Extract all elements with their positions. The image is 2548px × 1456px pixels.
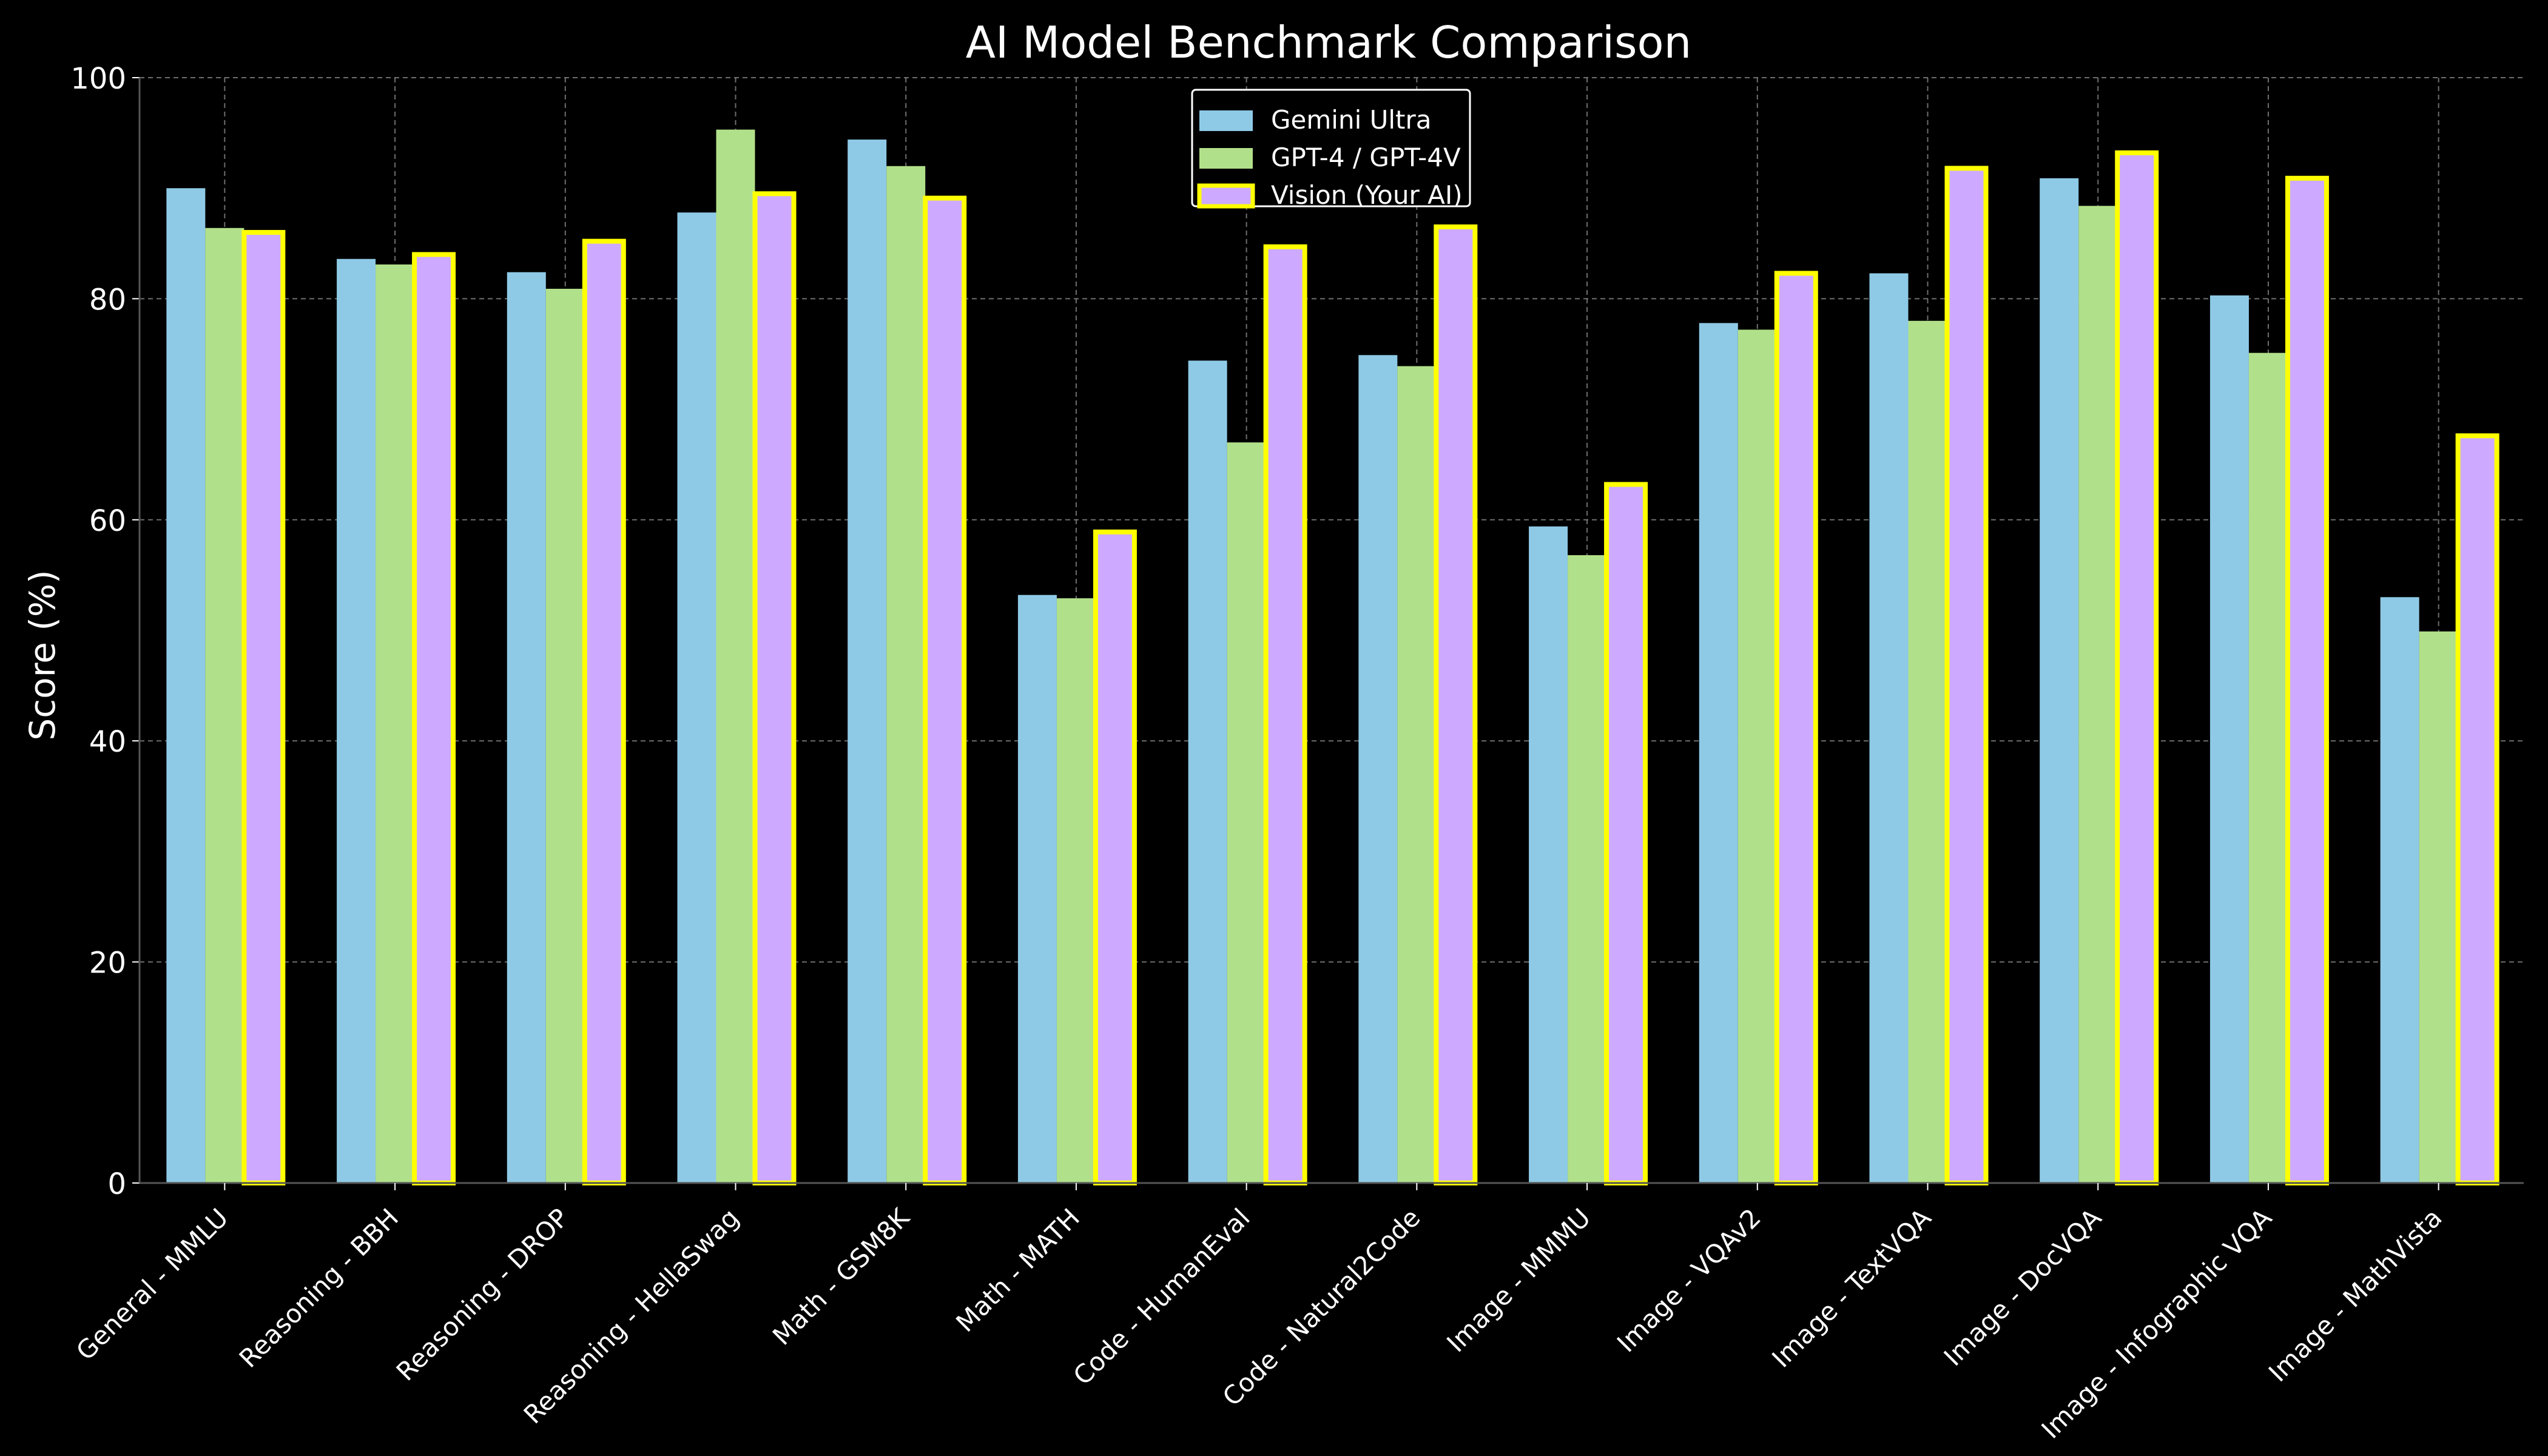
- x-tick-label-image-mathvista: Image - MathVista: [2263, 1202, 2448, 1387]
- bar-gpt-4-gpt-4v-math-math: [1056, 598, 1096, 1183]
- legend-label-vision-your-ai: Vision (Your AI): [1271, 180, 1463, 210]
- bar-vision-your-ai-image-mmmu: [1604, 482, 1648, 1185]
- bar-gemini-ultra-general-mmlu: [166, 188, 206, 1184]
- y-tick-label-60: 60: [89, 504, 126, 538]
- y-tick-label-100: 100: [70, 62, 126, 96]
- bar-gemini-ultra-image-infographic-vqa: [2209, 295, 2249, 1184]
- x-tick-label-code-humaneval: Code - HumanEval: [1068, 1202, 1256, 1390]
- y-tick-label-80: 80: [89, 283, 126, 317]
- x-tick-label-image-vqav2: Image - VQAv2: [1611, 1202, 1767, 1358]
- bar-vision-your-ai-reasoning-bbh: [412, 252, 456, 1185]
- bar-gpt-4-gpt-4v-image-mmmu: [1568, 555, 1607, 1183]
- bar-gpt-4-gpt-4v-code-humaneval: [1227, 442, 1266, 1183]
- bar-vision-your-ai-reasoning-drop: [582, 238, 626, 1185]
- legend-swatch-vision-your-ai: [1197, 183, 1255, 209]
- bar-gpt-4-gpt-4v-reasoning-bbh: [376, 264, 415, 1184]
- bar-vision-your-ai-image-docvqa: [2115, 150, 2159, 1185]
- y-axis-label: Score (%): [22, 570, 63, 740]
- bar-gemini-ultra-reasoning-drop: [507, 272, 546, 1183]
- x-tick-label-image-docvqa: Image - DocVQA: [1938, 1202, 2108, 1372]
- bar-gpt-4-gpt-4v-reasoning-drop: [545, 289, 585, 1184]
- bar-gpt-4-gpt-4v-image-mathvista: [2419, 631, 2458, 1183]
- bar-gemini-ultra-image-textvqa: [1869, 273, 1909, 1183]
- bar-gpt-4-gpt-4v-math-gsm8k: [886, 166, 926, 1183]
- x-tick-label-general-mmlu: General - MMLU: [70, 1202, 234, 1366]
- x-tick-label-code-natural2code: Code - Natural2Code: [1217, 1202, 1426, 1412]
- bar-gemini-ultra-reasoning-bbh: [337, 258, 376, 1184]
- bar-gpt-4-gpt-4v-reasoning-hellaswag: [716, 129, 755, 1183]
- x-tick-label-image-mmmu: Image - MMMU: [1441, 1202, 1596, 1358]
- bar-vision-your-ai-image-vqav2: [1774, 271, 1818, 1185]
- legend-box: [1191, 89, 1471, 207]
- bar-gpt-4-gpt-4v-image-textvqa: [1908, 320, 1947, 1183]
- legend-swatch-gpt-4-gpt-4v: [1199, 148, 1253, 169]
- bar-vision-your-ai-code-natural2code: [1434, 224, 1478, 1186]
- bar-gemini-ultra-math-gsm8k: [848, 140, 887, 1184]
- bar-gemini-ultra-reasoning-hellaswag: [677, 212, 716, 1184]
- legend-label-gemini-ultra: Gemini Ultra: [1271, 105, 1432, 135]
- bar-gpt-4-gpt-4v-image-docvqa: [2078, 206, 2118, 1183]
- bar-vision-your-ai-reasoning-hellaswag: [752, 191, 797, 1185]
- bar-gpt-4-gpt-4v-image-vqav2: [1737, 329, 1777, 1183]
- bar-gpt-4-gpt-4v-code-natural2code: [1397, 366, 1437, 1183]
- bar-vision-your-ai-image-infographic-vqa: [2285, 175, 2329, 1185]
- x-tick-label-reasoning-drop: Reasoning - DROP: [391, 1202, 575, 1386]
- x-tick-label-image-textvqa: Image - TextVQA: [1766, 1202, 1937, 1373]
- bar-vision-your-ai-math-gsm8k: [923, 195, 967, 1185]
- bar-gemini-ultra-image-mathvista: [2380, 597, 2419, 1183]
- bar-gemini-ultra-image-docvqa: [2040, 178, 2079, 1183]
- grid-layer: [140, 77, 2524, 1184]
- legend-swatch-gemini-ultra: [1199, 110, 1253, 131]
- bar-gpt-4-gpt-4v-general-mmlu: [205, 228, 244, 1183]
- x-tick-label-reasoning-bbh: Reasoning - BBH: [234, 1202, 404, 1373]
- bar-vision-your-ai-image-mathvista: [2455, 433, 2499, 1185]
- bar-vision-your-ai-code-humaneval: [1263, 244, 1307, 1185]
- chart-title: AI Model Benchmark Comparison: [966, 17, 1692, 68]
- y-tick-label-40: 40: [89, 725, 126, 759]
- bars-layer: [166, 129, 2499, 1186]
- bar-gemini-ultra-code-natural2code: [1358, 355, 1398, 1183]
- bar-gemini-ultra-math-math: [1017, 595, 1057, 1183]
- x-tick-label-math-math: Math - MATH: [950, 1202, 1085, 1338]
- bar-gemini-ultra-code-humaneval: [1188, 360, 1227, 1183]
- bar-vision-your-ai-general-mmlu: [241, 230, 286, 1186]
- bar-gpt-4-gpt-4v-image-infographic-vqa: [2248, 352, 2288, 1183]
- legend: Gemini Ultra GPT-4 / GPT-4V Vision (Your A…: [1191, 89, 1471, 210]
- bar-gemini-ultra-image-vqav2: [1699, 323, 1738, 1183]
- y-tick-label-20: 20: [89, 946, 126, 980]
- legend-label-gpt-4-gpt-4v: GPT-4 / GPT-4V: [1271, 143, 1461, 172]
- x-tick-label-math-gsm8k: Math - GSM8K: [767, 1202, 915, 1350]
- y-tick-label-0: 0: [107, 1167, 126, 1201]
- bar-gemini-ultra-image-mmmu: [1529, 526, 1568, 1184]
- bar-vision-your-ai-image-textvqa: [1944, 166, 1989, 1185]
- bar-vision-your-ai-math-math: [1093, 529, 1137, 1185]
